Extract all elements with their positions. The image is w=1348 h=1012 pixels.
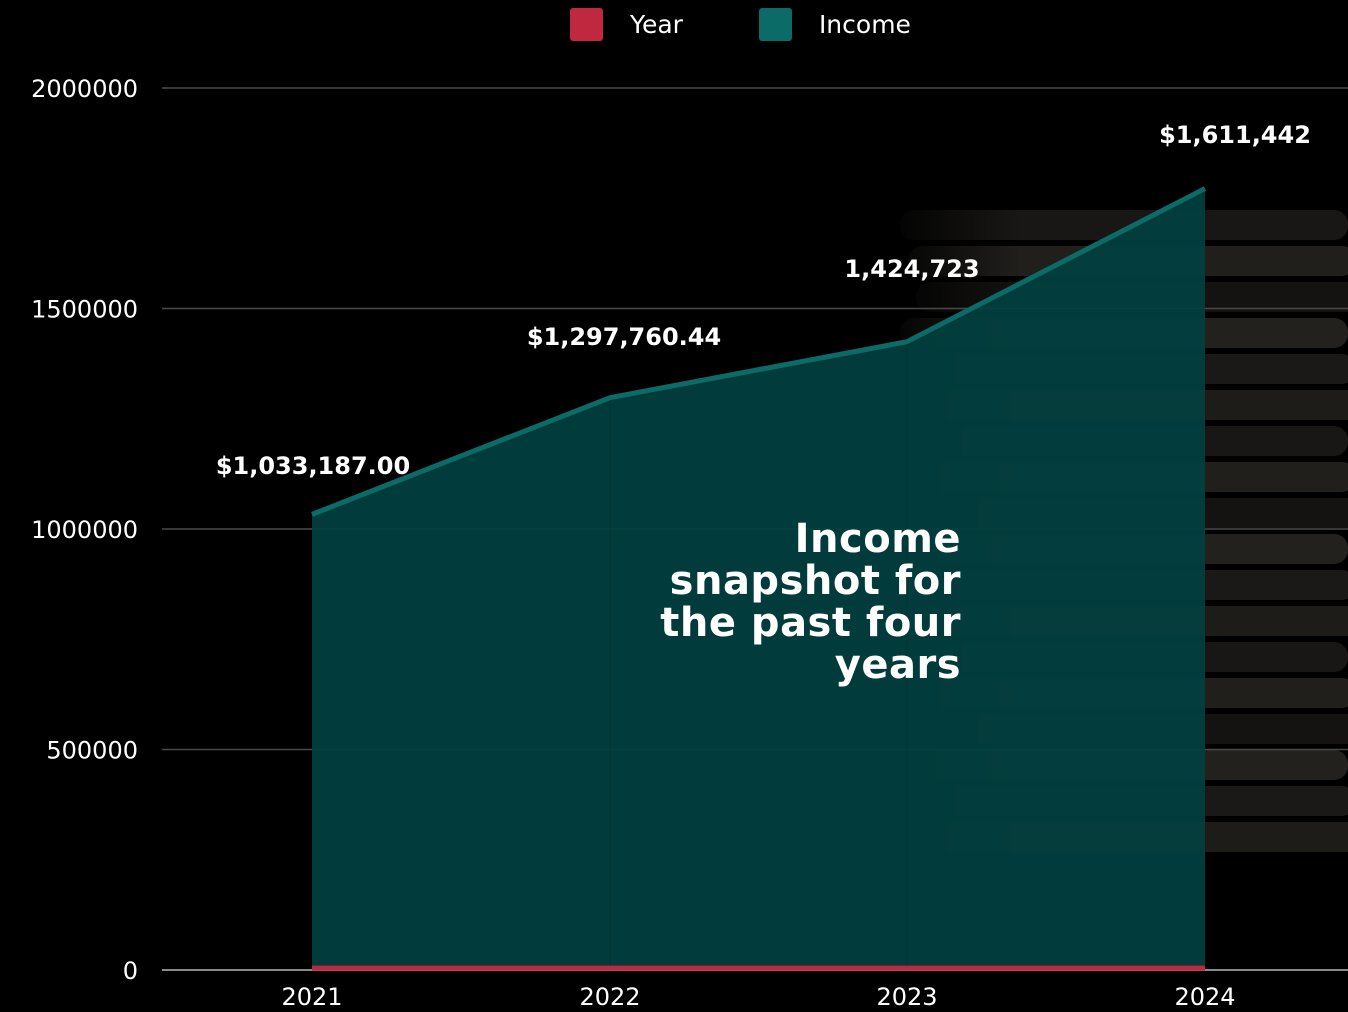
income-line — [311, 186, 1207, 517]
y-tick-label: 1500000 — [31, 296, 138, 324]
legend-swatch-income — [758, 8, 792, 41]
overlay-title: Income snapshot for the past four years — [660, 516, 961, 688]
legend-label-income: Income — [818, 10, 911, 39]
chart-legend: Year Income — [570, 8, 987, 41]
data-label: $1,033,187.00 — [216, 452, 410, 480]
legend-swatch-year — [570, 8, 603, 41]
legend-item-income[interactable]: Income — [758, 8, 911, 41]
data-label: $1,297,760.44 — [527, 323, 721, 351]
y-tick-label: 0 — [123, 957, 138, 985]
x-tick-label: 2021 — [281, 983, 342, 1011]
y-tick-label: 500000 — [46, 737, 138, 765]
x-tick-label: 2023 — [876, 983, 937, 1011]
y-tick-label: 1000000 — [31, 516, 138, 544]
x-tick-label: 2024 — [1174, 983, 1235, 1011]
income-area — [312, 188, 1205, 971]
legend-item-year[interactable]: Year — [570, 8, 683, 41]
data-label: $1,611,442 — [1159, 121, 1311, 149]
legend-label-year: Year — [630, 10, 683, 39]
y-tick-label: 2000000 — [31, 75, 138, 103]
x-tick-label: 2022 — [579, 983, 640, 1011]
data-label: 1,424,723 — [844, 255, 979, 283]
